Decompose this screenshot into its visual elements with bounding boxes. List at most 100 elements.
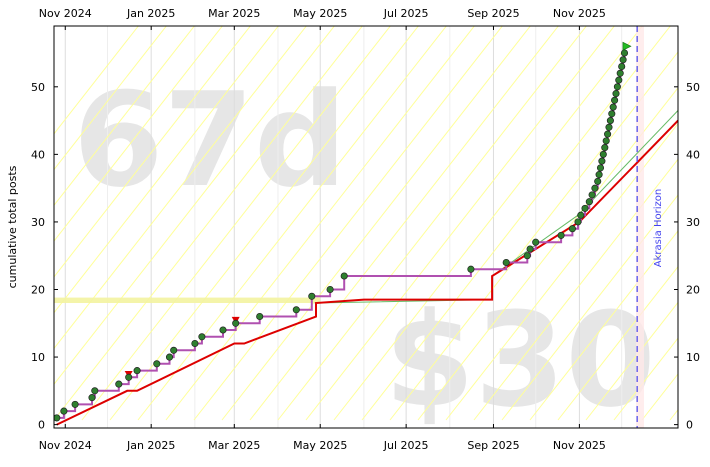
x-tick-label-bottom: Sep 2025 <box>467 439 519 452</box>
datapoint <box>198 333 206 341</box>
y-tick-label-right: 10 <box>686 351 700 364</box>
datapoint <box>615 76 623 84</box>
x-tick-label-bottom: Nov 2025 <box>553 439 606 452</box>
datapoint <box>611 96 619 104</box>
guide-line <box>389 51 678 421</box>
guide-line <box>445 122 678 421</box>
guide-line <box>417 86 678 421</box>
datapoint <box>604 130 612 138</box>
datapoint <box>596 164 605 172</box>
guide-line <box>585 301 678 421</box>
datapoint <box>557 231 565 239</box>
guide-line <box>277 26 587 421</box>
x-tick-label-top: May 2025 <box>293 7 347 20</box>
guide-line <box>501 194 678 421</box>
guide-line <box>54 26 139 135</box>
datapoint <box>591 184 599 192</box>
guide-line <box>54 26 363 421</box>
y-tick-label-left: 40 <box>31 148 45 161</box>
datapoint <box>170 346 178 354</box>
guide-line <box>54 26 223 242</box>
datapoint <box>618 62 626 71</box>
datapoint <box>594 177 602 185</box>
x-tick-label-top: Jul 2025 <box>383 7 429 20</box>
datapoint <box>219 326 227 334</box>
y-tick-label-right: 50 <box>686 81 700 94</box>
y-tick-label-right: 0 <box>686 419 693 432</box>
datapoint <box>54 414 61 422</box>
datapoint <box>613 83 621 91</box>
y-tick-label-right: 30 <box>686 216 700 229</box>
y-tick-label-right: 20 <box>686 283 700 296</box>
guide-line <box>473 158 678 421</box>
datapoint <box>602 137 610 145</box>
datapoint <box>523 252 531 260</box>
guide-line <box>81 26 391 421</box>
datapoint <box>502 258 510 267</box>
y-axis-right: 0 10 20 30 40 50 <box>674 81 700 432</box>
x-axis-top: Nov 2024 Jan 2025 Mar 2025 May 2025 Jul 2025… <box>39 7 606 30</box>
x-tick-label-top: Sep 2025 <box>467 7 519 20</box>
flat-band <box>54 297 321 304</box>
y-axis-label: cumulative total posts <box>6 165 19 288</box>
today-marker <box>622 41 632 51</box>
datapoint <box>308 292 316 300</box>
x-tick-label-bottom: Jan 2025 <box>126 439 175 452</box>
guide-line <box>54 26 335 386</box>
datapoint <box>616 69 624 77</box>
datapoint <box>588 191 596 199</box>
datapoint <box>598 157 606 165</box>
plot-frame <box>53 25 679 429</box>
datapoint <box>165 353 174 361</box>
y-tick-label-left: 10 <box>31 351 45 364</box>
horizon-band <box>636 26 644 428</box>
watermark-amount: $30 <box>384 284 655 436</box>
guide-line <box>613 337 678 421</box>
guide-line <box>193 26 503 421</box>
datapoints <box>54 41 632 422</box>
x-tick-label-top: Nov 2025 <box>553 7 606 20</box>
datapoint <box>620 49 629 57</box>
datapoint <box>133 367 141 375</box>
datapoint <box>574 218 582 226</box>
x-tick-label-top: Nov 2024 <box>39 7 92 20</box>
y-tick-label-left: 50 <box>31 81 45 94</box>
guide-line <box>54 26 307 350</box>
guide-line <box>54 26 195 207</box>
guide-line <box>54 26 279 314</box>
datapoint <box>606 117 614 125</box>
datapoint <box>532 238 540 246</box>
datapoint <box>619 56 627 64</box>
datapoint <box>292 306 300 314</box>
guide-line <box>361 26 671 421</box>
guide-line <box>529 230 678 421</box>
x-tick-label-top: Mar 2025 <box>208 7 260 20</box>
guide-line <box>221 26 531 421</box>
x-tick-label-bottom: Jul 2025 <box>383 439 429 452</box>
guide-line <box>109 26 419 421</box>
datapoint <box>60 407 68 415</box>
guide-line <box>305 26 615 421</box>
datapoint <box>577 211 585 219</box>
datapoint <box>585 198 593 206</box>
guide-line <box>333 26 643 421</box>
datapoint <box>191 339 199 348</box>
datapoint <box>608 110 616 118</box>
datapoint <box>595 171 603 179</box>
x-tick-label-bottom: Mar 2025 <box>208 439 260 452</box>
guide-line <box>557 265 678 421</box>
datapoint <box>612 90 620 98</box>
y-tick-label-right: 40 <box>686 148 700 161</box>
datapoint <box>153 360 161 368</box>
guide-line <box>54 26 251 278</box>
datapoint <box>581 204 589 212</box>
datapoint <box>601 144 609 152</box>
datapoint <box>115 380 123 388</box>
y-tick-label-left: 20 <box>31 283 45 296</box>
y-axis-left: 0 10 20 30 40 50 <box>31 81 58 432</box>
datapoint <box>526 245 534 253</box>
akrasia-horizon-label: Akrasia Horizon <box>653 189 664 267</box>
datapoint <box>88 394 96 402</box>
datapoint <box>125 373 133 381</box>
